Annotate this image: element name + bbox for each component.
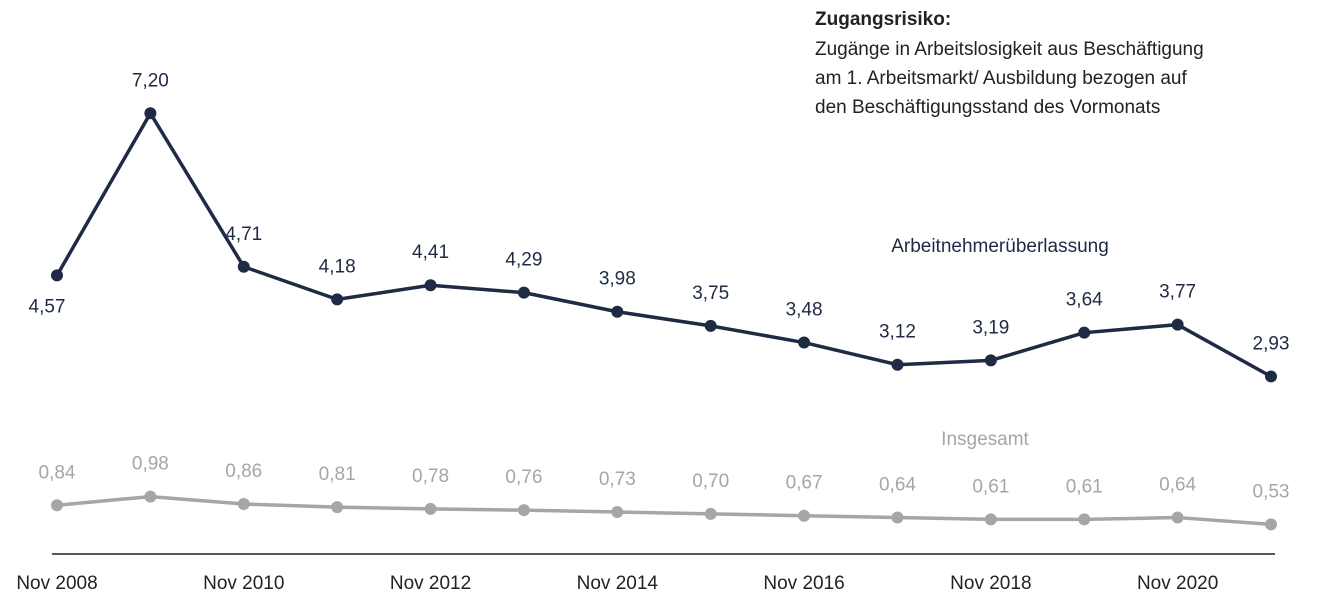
data-point (704, 319, 717, 332)
x-tick-label: Nov 2014 (577, 573, 659, 594)
x-tick-label: Nov 2012 (390, 573, 471, 594)
annotation-line: Zugänge in Arbeitslosigkeit aus Beschäft… (815, 39, 1204, 60)
data-label: 0,61 (972, 476, 1009, 497)
data-label: 4,29 (505, 250, 542, 271)
data-label: 0,61 (1066, 476, 1103, 497)
data-label: 0,98 (132, 454, 169, 475)
data-label: 0,70 (692, 471, 729, 492)
annotation-line: am 1. Arbeitsmarkt/ Ausbildung bezogen a… (815, 68, 1188, 89)
data-label: 7,20 (132, 70, 169, 91)
annotation-title: Zugangsrisiko: (815, 9, 951, 30)
data-point (984, 354, 997, 367)
data-point (144, 107, 157, 120)
data-label: 0,64 (1159, 475, 1196, 496)
data-point (1265, 370, 1277, 383)
x-tick-label: Nov 2018 (950, 573, 1031, 594)
data-label: 0,86 (225, 461, 262, 482)
x-tick-label: Nov 2020 (1137, 573, 1218, 594)
data-point (424, 502, 437, 515)
data-point (611, 305, 624, 318)
data-point (1078, 513, 1091, 526)
x-tick-label: Nov 2008 (16, 573, 97, 594)
data-label: 3,48 (786, 300, 823, 321)
data-point (798, 336, 811, 349)
x-tick-label: Nov 2010 (203, 573, 284, 594)
data-label: 3,98 (599, 269, 636, 290)
series-line (56, 494, 1272, 527)
data-point (237, 498, 250, 511)
data-point (1265, 518, 1277, 531)
data-point (798, 509, 811, 522)
x-tick-label: Nov 2016 (763, 573, 844, 594)
series-name: Arbeitnehmerüberlassung (891, 236, 1109, 257)
annotation-line: den Beschäftigungsstand des Vormonats (815, 97, 1160, 118)
data-label: 0,76 (505, 467, 542, 488)
data-label: 0,78 (412, 466, 449, 487)
data-point (891, 358, 904, 371)
data-label: 3,77 (1159, 282, 1196, 303)
data-label: 0,64 (879, 475, 916, 496)
data-label: 3,75 (692, 283, 729, 304)
data-point (51, 499, 63, 512)
data-point (891, 511, 904, 524)
data-point (1078, 326, 1091, 339)
data-label: 0,73 (599, 469, 636, 490)
series-name: Insgesamt (941, 429, 1029, 450)
data-label: 4,41 (412, 242, 449, 263)
data-point (51, 269, 63, 282)
data-label: 0,53 (1253, 481, 1290, 502)
data-label: 2,93 (1253, 333, 1290, 354)
data-point (331, 293, 344, 306)
data-point (144, 490, 157, 503)
data-label: 3,19 (972, 317, 1009, 338)
data-label: 4,18 (319, 256, 356, 277)
data-label: 3,64 (1066, 290, 1103, 311)
data-point (237, 260, 250, 273)
data-point (1171, 511, 1184, 524)
data-point (984, 513, 997, 526)
data-point (517, 504, 530, 517)
data-point (611, 506, 624, 519)
data-label: 4,71 (225, 224, 262, 245)
data-label: 0,84 (39, 462, 76, 483)
data-label: 0,67 (786, 473, 823, 494)
data-point (1171, 318, 1184, 331)
data-label: 3,12 (879, 322, 916, 343)
data-label: 0,81 (319, 464, 356, 485)
data-label: 4,57 (29, 296, 66, 317)
data-point (517, 286, 530, 299)
series-line (55, 111, 1272, 378)
data-point (331, 501, 344, 514)
data-point (704, 507, 717, 520)
data-point (424, 279, 437, 292)
